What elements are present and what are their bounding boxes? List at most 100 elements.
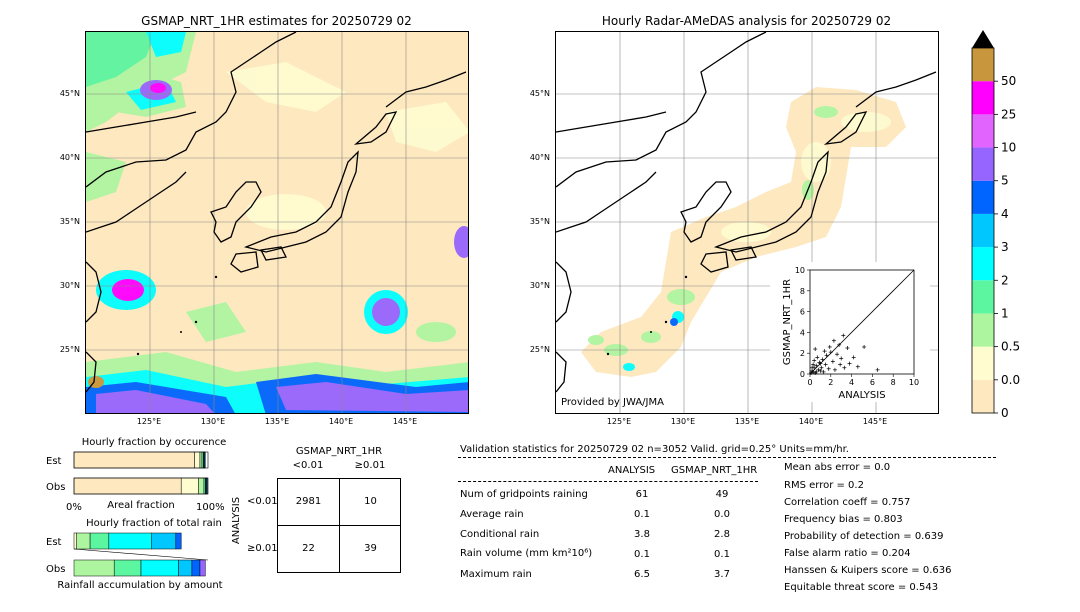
bar-segment bbox=[76, 532, 91, 550]
right-lat-35: 35°N bbox=[529, 217, 550, 226]
scatter-x-tick: 8 bbox=[891, 378, 896, 387]
left-lat-45: 45°N bbox=[59, 89, 80, 98]
scatter-point bbox=[818, 361, 823, 366]
left-map-title: GSMAP_NRT_1HR estimates for 20250729 02 bbox=[141, 14, 412, 28]
scatter-point bbox=[830, 359, 835, 364]
scatter-point bbox=[822, 349, 827, 354]
contingency-title: GSMAP_NRT_1HR bbox=[295, 446, 383, 457]
scatter-y-tick: 10 bbox=[795, 266, 805, 275]
stat-label-gridpoints: Num of gridpoints raining bbox=[460, 489, 588, 500]
scatter-point bbox=[819, 365, 824, 370]
right-map-canvas bbox=[556, 32, 938, 413]
bar-segment bbox=[204, 451, 206, 469]
left-lon-145: 145°E bbox=[392, 417, 418, 426]
bar-segment bbox=[73, 532, 77, 550]
left-lat-40: 40°N bbox=[59, 153, 80, 162]
bar-segment bbox=[108, 532, 152, 550]
score-rmse: RMS error = 0.2 bbox=[784, 480, 864, 491]
scatter-point bbox=[824, 353, 829, 358]
total-rain-title: Hourly fraction of total rain bbox=[86, 518, 222, 529]
scatter-plot: 0 2 4 6 8 10 0 2 4 6 8 10 ANALYSIS GSMAP_NRT_1HR bbox=[782, 266, 919, 401]
stat-label-maximum: Maximum rain bbox=[460, 569, 532, 580]
right-lat-40: 40°N bbox=[529, 153, 550, 162]
scatter-point bbox=[839, 356, 844, 361]
colorbar-swatch bbox=[972, 114, 994, 148]
stat-gsmap-conditional: 2.8 bbox=[714, 529, 730, 540]
bar-row-label: Est bbox=[46, 537, 62, 548]
bar-segment bbox=[113, 559, 142, 577]
bar-row-label: Obs bbox=[46, 564, 65, 575]
right-lat-45: 45°N bbox=[529, 89, 550, 98]
right-map bbox=[555, 31, 939, 414]
stat-gsmap-maximum: 3.7 bbox=[714, 569, 730, 580]
radar-credit: Provided by JWA/JMA bbox=[561, 397, 664, 408]
scatter-point bbox=[826, 366, 831, 371]
stat-analysis-volume: 0.1 bbox=[634, 549, 650, 560]
scatter-point bbox=[821, 369, 826, 374]
total-rain-xlabel: Rainfall accumulation by amount bbox=[57, 580, 223, 591]
scatter-point bbox=[810, 365, 815, 370]
contingency-row-ge: ≥0.01 bbox=[247, 543, 278, 554]
colorbar-tick-label: 0.5 bbox=[1001, 340, 1020, 354]
stat-analysis-conditional: 3.8 bbox=[634, 529, 650, 540]
colorbar-swatch bbox=[972, 247, 994, 281]
colorbar-tick-label: 1 bbox=[1001, 306, 1009, 320]
scatter-point bbox=[838, 362, 843, 367]
bar-segment bbox=[199, 559, 206, 577]
validation-header: Validation statistics for 20250729 02 n=… bbox=[460, 444, 849, 455]
bar-segment bbox=[175, 532, 182, 550]
stat-label-average: Average rain bbox=[460, 509, 524, 520]
scatter-point bbox=[827, 344, 832, 349]
score-ets: Equitable threat score = 0.543 bbox=[784, 582, 939, 593]
colorbar-tick-label: 0.01 bbox=[1001, 373, 1020, 387]
contingency-col-ge: ≥0.01 bbox=[354, 460, 386, 471]
total-rain-chart: Est Obs bbox=[46, 532, 209, 577]
stat-analysis-average: 0.1 bbox=[634, 509, 650, 520]
scatter-y-tick: 8 bbox=[800, 287, 805, 296]
scatter-point bbox=[814, 369, 819, 374]
colorbar-swatch bbox=[972, 346, 994, 380]
validation-col-analysis: ANALYSIS bbox=[608, 465, 656, 476]
scatter-point bbox=[814, 363, 819, 368]
stat-gsmap-volume: 0.1 bbox=[714, 549, 730, 560]
left-lon-135: 135°E bbox=[264, 417, 290, 426]
right-lon-145: 145°E bbox=[862, 417, 888, 426]
stat-label-volume: Rain volume (mm km²10⁶) bbox=[460, 548, 593, 559]
stat-gsmap-gridpoints: 49 bbox=[715, 489, 729, 500]
scatter-y-tick: 2 bbox=[800, 349, 805, 358]
stat-gsmap-average: 0.0 bbox=[714, 509, 730, 520]
scatter-x-tick: 6 bbox=[870, 378, 875, 387]
right-lat-25: 25°N bbox=[529, 345, 550, 354]
scatter-point bbox=[820, 357, 825, 362]
score-correlation: Correlation coeff = 0.757 bbox=[784, 497, 911, 508]
right-lon-130: 130°E bbox=[670, 417, 696, 426]
bar-segment bbox=[199, 451, 203, 469]
colorbar-swatch bbox=[972, 280, 994, 314]
colorbar-tick-label: 0 bbox=[1001, 406, 1009, 420]
stat-label-conditional: Conditional rain bbox=[460, 529, 540, 540]
bar-segment bbox=[73, 477, 182, 495]
left-lat-35: 35°N bbox=[59, 217, 80, 226]
scatter-point bbox=[831, 338, 836, 343]
occurrence-xlabel: Areal fraction bbox=[107, 500, 175, 511]
left-map-canvas bbox=[86, 32, 468, 413]
bar-segment bbox=[180, 477, 199, 495]
colorbar-swatch bbox=[972, 213, 994, 248]
right-lon-125: 125°E bbox=[606, 417, 632, 426]
bar-segment bbox=[73, 559, 115, 577]
stat-analysis-gridpoints: 61 bbox=[635, 489, 649, 500]
bar-segment bbox=[140, 559, 179, 577]
left-map bbox=[85, 31, 469, 414]
scatter-ylabel: GSMAP_NRT_1HR bbox=[782, 279, 793, 365]
right-map-title: Hourly Radar-AMeDAS analysis for 2025072… bbox=[601, 14, 892, 28]
scatter-point bbox=[818, 368, 823, 373]
scatter-x-tick: 2 bbox=[828, 378, 833, 387]
scatter-x-tick: 4 bbox=[849, 378, 854, 387]
bar-row-label: Est bbox=[46, 456, 62, 467]
scatter-diagonal bbox=[809, 269, 915, 375]
scatter-xlabel: ANALYSIS bbox=[838, 390, 885, 401]
contingency-side-label: ANALYSIS bbox=[231, 496, 243, 545]
scatter-point bbox=[816, 367, 821, 372]
scatter-point bbox=[842, 365, 847, 370]
contingency-row-lt: <0.01 bbox=[247, 496, 278, 507]
